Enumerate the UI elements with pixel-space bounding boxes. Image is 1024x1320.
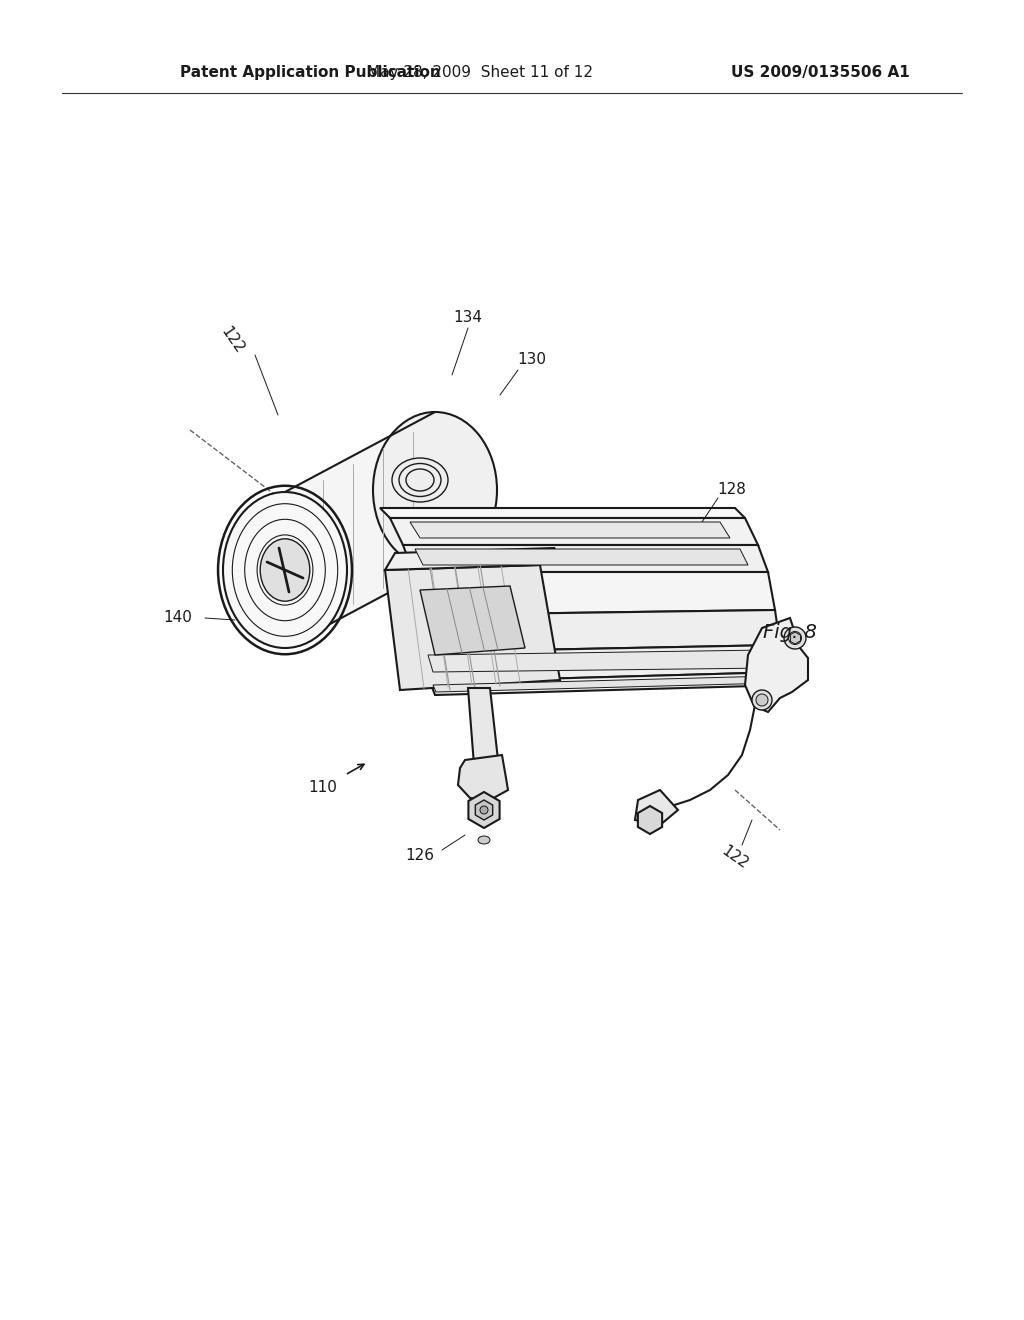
Text: Patent Application Publication: Patent Application Publication xyxy=(180,65,440,79)
Polygon shape xyxy=(403,545,768,572)
Polygon shape xyxy=(468,792,500,828)
Ellipse shape xyxy=(260,539,310,601)
Ellipse shape xyxy=(756,694,768,706)
Polygon shape xyxy=(468,688,498,766)
Polygon shape xyxy=(390,517,758,545)
Text: Fig. 8: Fig. 8 xyxy=(763,623,817,642)
Polygon shape xyxy=(458,755,508,800)
Polygon shape xyxy=(413,572,775,615)
Polygon shape xyxy=(638,807,663,834)
Text: 122: 122 xyxy=(217,323,247,356)
Text: 126: 126 xyxy=(406,849,434,863)
Polygon shape xyxy=(420,586,525,655)
Ellipse shape xyxy=(788,631,802,644)
Ellipse shape xyxy=(784,627,806,649)
Ellipse shape xyxy=(223,492,347,648)
Polygon shape xyxy=(428,649,770,672)
Polygon shape xyxy=(385,548,555,570)
Polygon shape xyxy=(475,800,493,820)
Text: US 2009/0135506 A1: US 2009/0135506 A1 xyxy=(731,65,909,79)
Text: 128: 128 xyxy=(718,483,746,498)
Polygon shape xyxy=(385,565,560,690)
Polygon shape xyxy=(425,645,786,682)
Polygon shape xyxy=(410,521,730,539)
Polygon shape xyxy=(745,618,808,711)
Polygon shape xyxy=(420,610,780,652)
Ellipse shape xyxy=(752,690,772,710)
Text: 134: 134 xyxy=(454,310,482,326)
Ellipse shape xyxy=(478,836,490,843)
Polygon shape xyxy=(635,789,678,825)
Text: 140: 140 xyxy=(164,610,193,626)
Polygon shape xyxy=(285,412,435,648)
Text: May 28, 2009  Sheet 11 of 12: May 28, 2009 Sheet 11 of 12 xyxy=(367,65,593,79)
Polygon shape xyxy=(433,676,776,692)
Text: 130: 130 xyxy=(517,352,547,367)
Ellipse shape xyxy=(392,458,449,502)
Polygon shape xyxy=(415,549,748,565)
Ellipse shape xyxy=(480,807,488,814)
Text: 110: 110 xyxy=(308,780,338,796)
Ellipse shape xyxy=(373,412,497,568)
Polygon shape xyxy=(430,672,790,696)
Text: 122: 122 xyxy=(719,843,752,873)
Polygon shape xyxy=(380,508,745,517)
